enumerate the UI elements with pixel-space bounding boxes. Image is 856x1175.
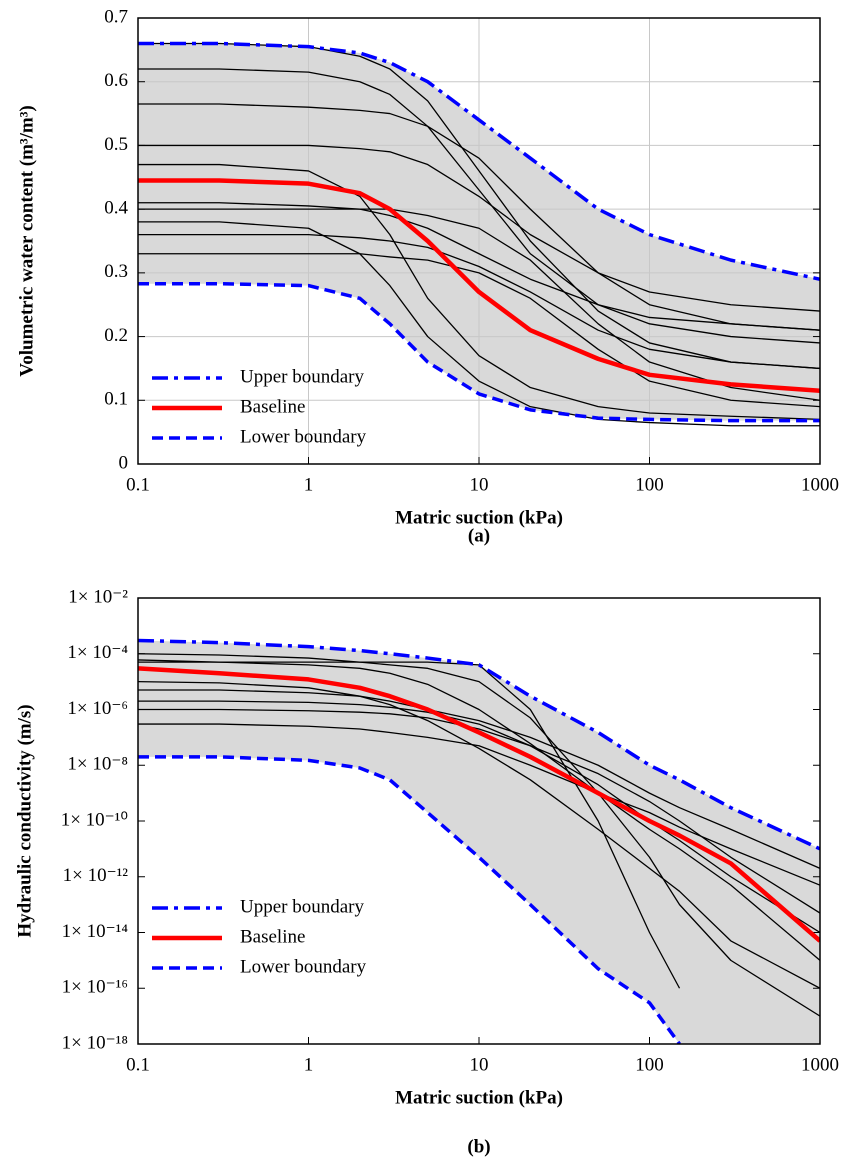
caption: (a)	[468, 525, 490, 546]
series-line	[138, 178, 820, 393]
y-tick-label: 1× 10⁻⁸	[67, 754, 128, 775]
curve	[138, 680, 820, 989]
y-tick-label: 0.4	[104, 198, 128, 219]
legend-label: Upper boundary	[240, 366, 364, 387]
y-tick-label: 1× 10⁻¹⁴	[62, 921, 129, 942]
curve	[138, 144, 820, 312]
y-tick-label: 0	[119, 452, 129, 473]
x-tick-label: 10	[470, 1054, 489, 1075]
legend-label: Lower boundary	[240, 426, 367, 447]
legend-label: Baseline	[240, 926, 305, 947]
y-tick-label: 0.3	[104, 261, 128, 282]
y-tick-label: 0.2	[104, 325, 128, 346]
y-axis-label: Volumetric water content (m³/m³)	[16, 105, 37, 377]
y-tick-label: 1× 10⁻⁴	[67, 642, 128, 663]
plot-frame	[137, 597, 821, 1045]
curve	[138, 42, 820, 370]
x-axis-label: Matric suction (kPa)	[395, 507, 563, 528]
y-tick-label: 1× 10⁻²	[68, 586, 128, 607]
series-line	[138, 638, 820, 851]
curve	[138, 659, 820, 961]
shaded-band	[138, 640, 820, 1044]
x-tick-label: 100	[635, 1054, 664, 1075]
curve	[138, 723, 820, 886]
x-tick-label: 0.1	[126, 1054, 150, 1075]
y-tick-label: 1× 10⁻⁶	[67, 698, 128, 719]
curve	[138, 689, 820, 869]
chart: 0.1 1 10 100 1000 1× 10⁻² 1× 10⁻⁴ 1× 10⁻⁶ 1× 10⁻…	[14, 586, 839, 1157]
curve	[138, 708, 820, 914]
curve	[138, 103, 820, 331]
series-line	[138, 755, 681, 1044]
x-tick-label: 0.1	[126, 474, 150, 495]
y-tick-label: 1× 10⁻¹²	[63, 865, 129, 886]
legend-label: Upper boundary	[240, 896, 364, 917]
series-line	[138, 41, 820, 281]
curve	[138, 233, 820, 370]
plot-frame	[137, 17, 821, 465]
x-tick-label: 1000	[801, 1054, 839, 1075]
y-tick-label: 1× 10⁻¹⁸	[62, 1032, 128, 1053]
x-tick-label: 10	[470, 474, 489, 495]
y-tick-label: 0.1	[104, 389, 128, 410]
caption: (b)	[467, 1136, 490, 1157]
x-tick-label: 1000	[801, 474, 839, 495]
y-axis-label: Hydraulic conductivity (m/s)	[14, 704, 35, 937]
legend-label: Baseline	[240, 396, 305, 417]
curve	[138, 221, 820, 427]
y-tick-label: 0.7	[104, 6, 128, 27]
x-tick-label: 1	[304, 474, 314, 495]
y-tick-label: 1× 10⁻¹⁶	[62, 977, 128, 998]
x-tick-label: 100	[635, 474, 664, 495]
curve	[138, 163, 820, 421]
curve	[138, 653, 820, 1017]
chart: 0.1 1 10 100 100000.10.20.30.40.50.60.7Upper…	[16, 6, 839, 546]
curve	[138, 68, 820, 344]
x-axis-label: Matric suction (kPa)	[395, 1087, 563, 1108]
y-tick-label: 0.5	[104, 134, 128, 155]
curve	[138, 208, 820, 401]
x-tick-label: 1	[304, 1054, 314, 1075]
y-tick-label: 0.6	[104, 70, 128, 91]
series-line	[138, 666, 820, 943]
curve	[138, 202, 820, 331]
series-line	[138, 281, 820, 423]
y-tick-label: 1× 10⁻¹⁰	[61, 809, 128, 830]
curve	[138, 661, 681, 989]
legend-label: Lower boundary	[240, 956, 367, 977]
curve	[138, 700, 820, 934]
